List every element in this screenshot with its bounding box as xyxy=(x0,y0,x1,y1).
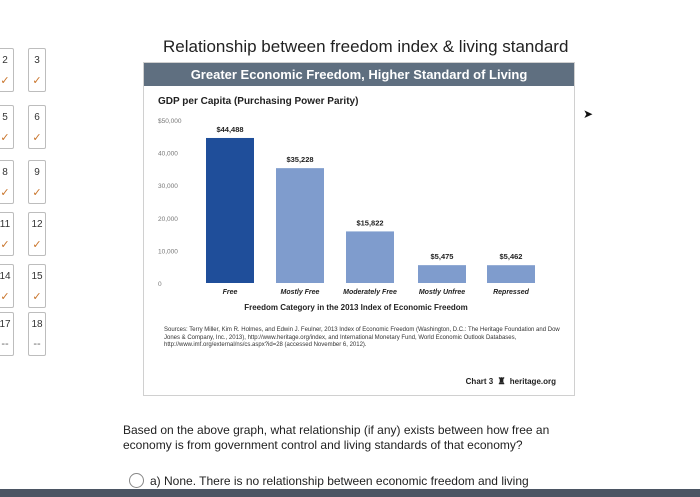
chart-xlabel: Freedom Category in the 2013 Index of Ec… xyxy=(244,303,468,312)
question-text: Based on the above graph, what relations… xyxy=(123,423,550,452)
chart-title: Greater Economic Freedom, Higher Standar… xyxy=(144,63,574,86)
y-tick-label: 20,000 xyxy=(158,216,178,223)
bar-chart: 0 10,000 20,000 30,000 40,000 $50,000 $44,488 F… xyxy=(158,118,535,312)
checkmark-icon: ✓ xyxy=(32,291,42,303)
question-number: 2 xyxy=(2,55,8,66)
question-nav-item[interactable]: 15 ✓ xyxy=(28,264,46,308)
checkmark-icon: ✓ xyxy=(32,132,42,144)
question-number: 11 xyxy=(0,219,11,230)
question-number: 18 xyxy=(31,319,43,330)
unanswered-icon: -- xyxy=(33,338,41,350)
question-nav-item[interactable]: 5 ✓ xyxy=(0,105,14,149)
x-tick-label: Mostly Free xyxy=(281,289,320,296)
mouse-cursor-icon: ➤ xyxy=(583,107,594,121)
answer-option-a[interactable]: a) None. There is no relationship betwee… xyxy=(129,473,529,488)
answer-option-a-label: a) None. There is no relationship betwee… xyxy=(150,473,529,488)
y-tick-label: 30,000 xyxy=(158,183,178,190)
question-nav-item[interactable]: 11 ✓ xyxy=(0,212,14,256)
question-number: 17 xyxy=(0,319,11,330)
y-tick-label: 40,000 xyxy=(158,151,178,158)
question-nav-item[interactable]: 17 -- xyxy=(0,312,14,356)
y-tick-label: $50,000 xyxy=(158,118,182,125)
chart-figure: Greater Economic Freedom, Higher Standar… xyxy=(143,62,575,396)
question-nav-item[interactable]: 2 ✓ xyxy=(0,48,14,92)
checkmark-icon: ✓ xyxy=(0,132,10,144)
data-label: $35,228 xyxy=(286,155,313,164)
x-tick-label: Moderately Free xyxy=(343,289,397,296)
checkmark-icon: ✓ xyxy=(0,291,10,303)
checkmark-icon: ✓ xyxy=(32,75,42,87)
question-number: 12 xyxy=(31,219,43,230)
chart-number: Chart 3 xyxy=(465,377,494,386)
bar xyxy=(276,168,324,283)
question-number: 5 xyxy=(2,112,8,123)
question-nav-item[interactable]: 8 ✓ xyxy=(0,160,14,204)
radio-button[interactable] xyxy=(129,473,144,488)
question-nav-item[interactable]: 12 ✓ xyxy=(28,212,46,256)
question-number: 9 xyxy=(34,167,40,178)
question-number: 15 xyxy=(31,271,43,282)
question-number: 8 xyxy=(2,167,8,178)
heritage-logo-icon: ♜ xyxy=(497,376,506,386)
x-tick-label: Mostly Unfree xyxy=(419,289,465,296)
question-number: 14 xyxy=(0,271,11,282)
checkmark-icon: ✓ xyxy=(0,187,10,199)
chart-sources: Sources: Terry Miller, Kim R. Holmes, an… xyxy=(164,327,560,348)
question-nav-item[interactable]: 6 ✓ xyxy=(28,105,46,149)
x-tick-label: Repressed xyxy=(493,289,530,296)
bar xyxy=(346,231,394,283)
question-nav-item[interactable]: 14 ✓ xyxy=(0,264,14,308)
question-nav-item[interactable]: 3 ✓ xyxy=(28,48,46,92)
checkmark-icon: ✓ xyxy=(0,75,10,87)
checkmark-icon: ✓ xyxy=(32,187,42,199)
chart-brand: heritage.org xyxy=(509,377,556,386)
bottom-bar xyxy=(0,489,700,497)
unanswered-icon: -- xyxy=(1,338,9,350)
data-label: $44,488 xyxy=(216,125,243,134)
data-label: $5,475 xyxy=(431,252,454,261)
question-number: 6 xyxy=(34,112,40,123)
checkmark-icon: ✓ xyxy=(0,239,10,251)
bar xyxy=(418,265,466,283)
question-nav-item[interactable]: 9 ✓ xyxy=(28,160,46,204)
page-title: Relationship between freedom index & liv… xyxy=(163,37,569,56)
question-number: 3 xyxy=(34,55,40,66)
y-tick-label: 10,000 xyxy=(158,248,178,255)
data-label: $15,822 xyxy=(356,218,383,227)
x-tick-label: Free xyxy=(223,289,238,296)
checkmark-icon: ✓ xyxy=(32,239,42,251)
data-label: $5,462 xyxy=(500,252,523,261)
bar xyxy=(487,265,535,283)
chart-footer: Chart 3 ♜ heritage.org xyxy=(466,376,556,387)
y-tick-label: 0 xyxy=(158,281,162,288)
bar xyxy=(206,137,254,283)
chart-ylabel: GDP per Capita (Purchasing Power Parity) xyxy=(158,96,359,107)
question-nav-item[interactable]: 18 -- xyxy=(28,312,46,356)
